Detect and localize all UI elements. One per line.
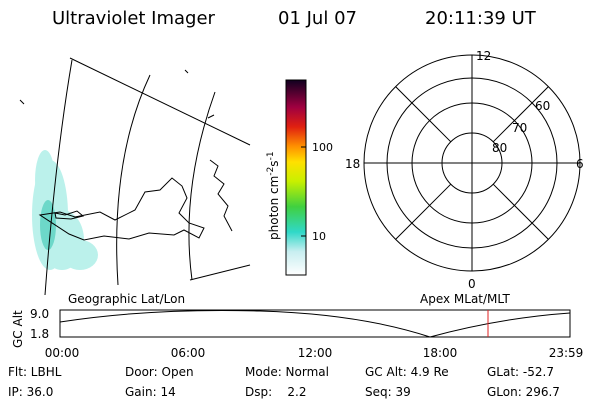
status-item: Mode: Normal <box>245 365 329 379</box>
orbit-left-label: Geographic Lat/Lon <box>68 292 185 306</box>
orbit-right-label: Apex MLat/MLT <box>420 292 510 306</box>
orbit-y-label: GC Alt <box>11 310 25 348</box>
label-part: photon cm <box>267 176 281 240</box>
status-item: GC Alt: 4.9 Re <box>365 365 449 379</box>
orbit-y-tick: 9.0 <box>30 307 49 321</box>
colorbar <box>285 79 307 276</box>
status-item: GLat: -52.7 <box>487 365 554 379</box>
label-part: s <box>267 160 281 166</box>
colorbar-label: photon cm-2s-1 <box>266 151 281 240</box>
mlt-label: 6 <box>576 157 584 171</box>
polar-grid <box>363 54 581 272</box>
status-item: Gain: 14 <box>125 385 176 399</box>
lat-label: 70 <box>512 121 527 135</box>
status-item: Door: Open <box>125 365 194 379</box>
status-item: Flt: LBHL <box>8 365 62 379</box>
lat-label: 60 <box>535 99 550 113</box>
mlt-label: 12 <box>476 49 491 63</box>
orbit-frame <box>59 309 571 338</box>
status-item: GLon: 296.7 <box>487 385 560 399</box>
orbit-altitude <box>59 309 571 338</box>
title: Ultraviolet Imager <box>52 8 216 29</box>
orbit-x-tick: 12:00 <box>298 346 333 360</box>
orbit-x-tick: 00:00 <box>45 346 80 360</box>
date: 01 Jul 07 <box>278 8 357 29</box>
orbit-x-tick: 06:00 <box>171 346 206 360</box>
time: 20:11:39 UT <box>425 8 537 29</box>
status-item: IP: 36.0 <box>8 385 53 399</box>
mlt-label: 0 <box>468 277 476 291</box>
colorbar-tick-label: 100 <box>312 141 333 154</box>
orbit-x-tick: 23:59 <box>549 346 584 360</box>
map <box>19 57 251 296</box>
orbit-y-tick: 1.8 <box>30 327 49 341</box>
orbit-x-tick: 18:00 <box>423 346 458 360</box>
status-item: Seq: 39 <box>365 385 411 399</box>
status-item: Dsp: 2.2 <box>245 385 307 399</box>
lat-label: 80 <box>492 141 507 155</box>
colorbar-tick-label: 10 <box>312 230 326 243</box>
status: Flt: LBHL Door: Open Mode: Normal GC Alt: 4… <box>8 365 560 399</box>
label-sup: -1 <box>266 151 276 160</box>
label-sup: -2 <box>266 167 276 176</box>
mlt-label: 18 <box>345 157 360 171</box>
